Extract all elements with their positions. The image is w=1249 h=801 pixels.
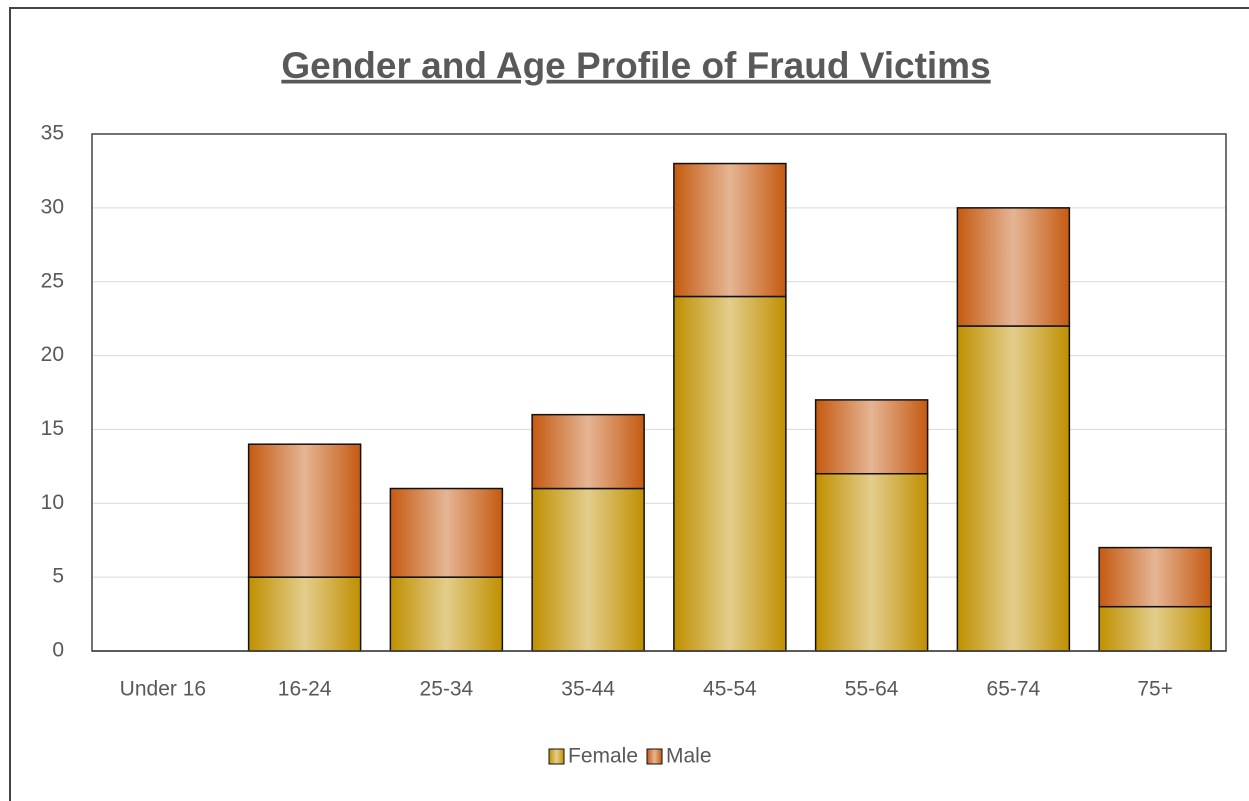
bar-segment <box>956 207 1071 327</box>
bar-segment <box>673 295 787 652</box>
bar-segment <box>814 472 929 652</box>
x-tick-label: 16-24 <box>278 678 332 701</box>
y-tick-label: 15 <box>41 417 64 440</box>
x-tick-label: Under 16 <box>120 678 206 701</box>
y-tick-label: 20 <box>41 343 64 366</box>
legend-label: Female <box>568 745 638 768</box>
bar-segment <box>389 576 504 652</box>
bar-segment <box>814 399 929 475</box>
x-tick-label: 35-44 <box>561 678 615 701</box>
y-tick-label: 0 <box>52 639 64 662</box>
bar-segment <box>247 443 362 578</box>
bar-segment <box>1098 546 1212 608</box>
y-tick-label: 5 <box>52 565 64 588</box>
legend-swatch <box>548 748 565 765</box>
y-tick-label: 30 <box>41 195 64 218</box>
x-tick-label: 25-34 <box>420 678 474 701</box>
bar-segment <box>673 162 787 298</box>
x-tick-label: 65-74 <box>987 678 1041 701</box>
y-tick-label: 10 <box>41 491 64 514</box>
bar-segment <box>531 413 645 490</box>
x-tick-label: 75+ <box>1137 678 1173 701</box>
bar-segment <box>956 325 1071 652</box>
legend-label: Male <box>666 745 712 768</box>
bar-segment <box>531 487 645 652</box>
chart-title: Gender and Age Profile of Fraud Victims <box>281 45 990 86</box>
y-tick-label: 25 <box>41 269 64 292</box>
bar-segment <box>247 576 362 652</box>
legend-swatch <box>646 748 663 765</box>
bar-segment <box>1098 605 1212 652</box>
x-tick-label: 55-64 <box>845 678 899 701</box>
y-tick-label: 35 <box>41 122 64 145</box>
bar-segment <box>389 487 504 578</box>
x-tick-label: 45-54 <box>703 678 757 701</box>
